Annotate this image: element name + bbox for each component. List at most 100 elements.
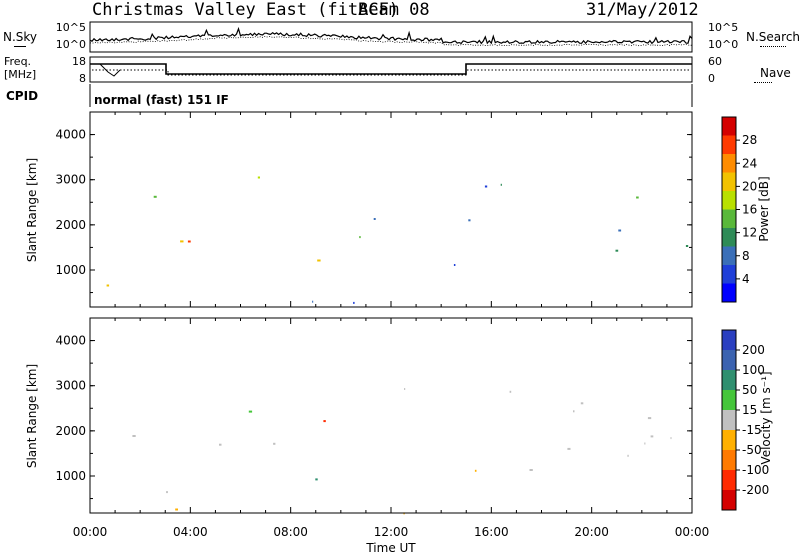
velocity-xaxis: [89, 318, 693, 513]
echo-cell: [670, 437, 672, 440]
noise-right-tick: 10^0: [708, 38, 738, 51]
y-tick-label: 3000: [55, 379, 86, 393]
power-panel: 1000 2000 3000 4000 Slant Range [km]: [25, 111, 693, 308]
echo-cell: [166, 491, 168, 494]
colorbar-tick-label: -15: [742, 423, 762, 437]
colorbar-tick-label: 50: [742, 383, 757, 397]
time-axis-labels: 00:00 04:00 08:00 12:00 16:00 20:00 00:00: [73, 525, 710, 539]
x-tick-label: 00:00: [73, 525, 108, 539]
echo-cell: [453, 264, 456, 266]
nsearch-series: [89, 35, 693, 47]
x-tick-label: 00:00: [675, 525, 710, 539]
nsky-label: N.Sky: [3, 30, 38, 44]
echo-cell: [323, 420, 326, 423]
power-colorbar: 28 24 20 16 12 8 4 Power [dB]: [721, 116, 771, 303]
echo-cell: [468, 219, 471, 222]
echo-cell: [132, 435, 136, 437]
x-tick-label: 16:00: [474, 525, 509, 539]
echo-cell: [106, 284, 110, 287]
echo-cell: [529, 469, 533, 471]
power-colorbar-label: Power [dB]: [757, 176, 771, 241]
y-tick-label: 1000: [55, 469, 86, 483]
colorbar-segment: [722, 172, 736, 192]
noise-left-tick: 10^5: [56, 21, 86, 34]
plot-title: Christmas Valley East (fitACF): [92, 0, 400, 20]
power-yaxis: 1000 2000 3000 4000: [55, 128, 692, 294]
echo-cell: [248, 410, 253, 413]
velocity-panel: 1000 2000 3000 4000 Slant Range [km]: [25, 317, 693, 515]
echo-cell: [175, 508, 178, 511]
colorbar-segment: [722, 330, 736, 351]
colorbar-tick-label: 12: [742, 226, 757, 240]
echo-cell: [509, 390, 512, 393]
velocity-colorbar: 200 100 50 15 -15 -50 -100 -200 Velocity [m s⁻¹…: [721, 329, 773, 511]
echo-cell: [353, 301, 355, 304]
colorbar-tick-label: -200: [742, 483, 769, 497]
colorbar-segment: [722, 470, 736, 491]
beam-label: Beam 08: [358, 0, 430, 20]
colorbar-tick-label: 200: [742, 343, 765, 357]
nsearch-legend-line: [760, 46, 786, 47]
x-tick-label: 12:00: [374, 525, 409, 539]
freq-right-tick: 60: [708, 55, 722, 68]
cpid-panel: normal (fast) 151 IF: [89, 84, 693, 107]
echo-cell: [317, 259, 321, 262]
colorbar-tick-label: 100: [742, 363, 765, 377]
colorbar-segment: [722, 370, 736, 391]
echo-cell: [580, 402, 584, 405]
freq-panel: 18 8 60 0: [72, 55, 722, 85]
nave-series: [92, 69, 690, 76]
colorbar-tick-label: -100: [742, 463, 769, 477]
velocity-colorbar-label: Velocity [m s⁻¹]: [759, 371, 773, 464]
y-tick-label: 4000: [55, 128, 86, 142]
echo-cell: [312, 300, 314, 303]
noise-right-tick: 10^5: [708, 21, 738, 34]
x-tick-label: 04:00: [173, 525, 208, 539]
date-label: 31/May/2012: [586, 0, 699, 20]
nsearch-label: N.Search: [746, 30, 800, 44]
echo-cell: [647, 417, 652, 420]
cpid-text: normal (fast) 151 IF: [94, 93, 229, 107]
echo-cell: [618, 229, 622, 232]
noise-panel: 10^5 10^0 10^5 10^0: [56, 21, 738, 53]
echo-cell: [273, 442, 276, 445]
colorbar-segment: [722, 191, 736, 210]
echo-cell: [567, 447, 571, 450]
colorbar-segment: [722, 265, 736, 284]
noise-left-tick: 10^0: [56, 38, 86, 51]
power-xaxis: [89, 112, 693, 307]
colorbar-tick-label: -50: [742, 443, 762, 457]
colorbar-tick-label: 20: [742, 179, 757, 193]
nave-legend-line: [754, 82, 772, 83]
x-tick-label: 20:00: [574, 525, 609, 539]
colorbar-segment: [722, 390, 736, 411]
frequency-series: [90, 63, 692, 75]
colorbar-segment: [722, 154, 736, 173]
colorbar-segment: [722, 117, 736, 136]
colorbar-segment: [722, 246, 736, 266]
freq-right-tick: 0: [708, 72, 715, 85]
power-echoes: [106, 176, 689, 304]
velocity-echoes: [132, 388, 672, 515]
velocity-yaxis: 1000 2000 3000 4000: [55, 334, 692, 500]
colorbar-tick-label: 4: [742, 272, 750, 286]
colorbar-segment: [722, 450, 736, 471]
echo-cell: [180, 240, 184, 243]
echo-cell: [650, 435, 654, 438]
nsky-series: [89, 26, 693, 45]
colorbar-segment: [722, 490, 736, 511]
echo-cell: [484, 185, 488, 188]
freq-unit-label: [MHz]: [4, 68, 37, 81]
echo-cell: [359, 236, 361, 239]
nave-label: Nave: [760, 66, 791, 80]
colorbar-segment: [722, 430, 736, 451]
velocity-ylabel: Slant Range [km]: [25, 364, 39, 468]
echo-cell: [500, 183, 502, 186]
colorbar-segment: [722, 135, 736, 155]
y-tick-label: 3000: [55, 173, 86, 187]
power-ylabel: Slant Range [km]: [25, 158, 39, 262]
time-axis-label: Time UT: [365, 541, 416, 554]
echo-cell: [153, 195, 157, 198]
echo-cell: [257, 176, 260, 179]
y-tick-label: 2000: [55, 424, 86, 438]
